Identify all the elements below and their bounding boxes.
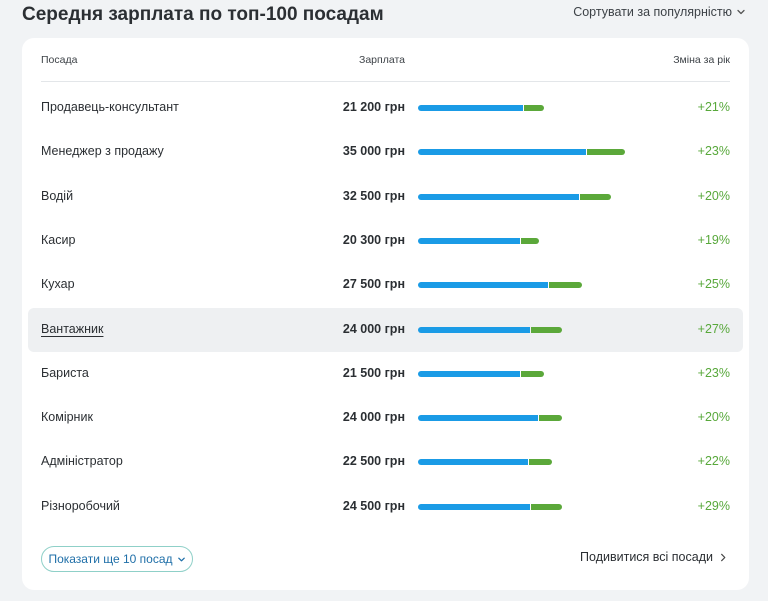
- salary-bar-base: [418, 237, 520, 244]
- view-all-label: Подивитися всі посади: [580, 550, 713, 564]
- table-row[interactable]: Адміністратор 22 500 грн +22%: [28, 440, 743, 484]
- chevron-right-icon: [721, 553, 726, 561]
- salary-value: 22 500 грн: [342, 454, 405, 469]
- position-name: Касир: [41, 232, 76, 247]
- salary-bar: [418, 237, 539, 244]
- salary-bar: [418, 370, 544, 377]
- salary-value: 32 500 грн: [342, 188, 405, 203]
- salary-bar-growth: [580, 193, 611, 200]
- salary-bar-base: [418, 415, 538, 422]
- salary-bar-base: [418, 503, 530, 510]
- salary-bar-growth: [529, 459, 552, 466]
- position-name: Продавець-консультант: [41, 100, 179, 114]
- salary-bar-base: [418, 193, 579, 200]
- salary-bar: [418, 326, 562, 333]
- table-row[interactable]: Бариста 21 500 грн +23%: [28, 352, 743, 396]
- salary-value: 21 200 грн: [342, 100, 405, 114]
- change-value: +19%: [697, 232, 730, 247]
- salary-bar-growth: [531, 326, 562, 333]
- show-more-label: Показати ще 10 посад: [48, 552, 173, 566]
- salary-bar-growth: [521, 370, 544, 377]
- position-name: Різноробочий: [41, 498, 120, 513]
- column-header-change: Зміна за рік: [673, 54, 730, 66]
- salary-value: 24 500 грн: [342, 498, 405, 513]
- position-name: Водій: [41, 188, 74, 203]
- position-name: Адміністратор: [41, 454, 123, 469]
- salary-bar: [418, 415, 562, 422]
- salary-bar-growth: [524, 105, 544, 111]
- salary-value: 27 500 грн: [342, 277, 405, 292]
- table-row[interactable]: Менеджер з продажу 35 000 грн +23%: [28, 130, 743, 174]
- table-row[interactable]: Різноробочий 24 500 грн +29%: [28, 485, 743, 529]
- salary-bar-base: [418, 282, 548, 289]
- table-row[interactable]: Продавець-консультант 21 200 грн +21%: [28, 86, 743, 130]
- salary-bar-base: [418, 459, 528, 466]
- table-row[interactable]: Касир 20 300 грн +19%: [28, 219, 743, 263]
- salary-bar: [418, 105, 544, 111]
- change-value: +23%: [697, 144, 730, 159]
- position-name: Менеджер з продажу: [41, 144, 164, 159]
- salary-value: 24 000 грн: [342, 321, 405, 336]
- table-row[interactable]: Вантажник 24 000 грн +27%: [28, 307, 743, 352]
- change-value: +20%: [697, 188, 730, 203]
- position-name[interactable]: Вантажник: [41, 321, 104, 336]
- sort-dropdown[interactable]: Сортувати за популярністю: [573, 5, 746, 19]
- salary-bar-growth: [521, 237, 539, 244]
- show-more-button[interactable]: Показати ще 10 посад: [41, 546, 193, 572]
- salary-bar-growth: [549, 282, 582, 289]
- position-name: Кухар: [41, 277, 75, 292]
- salary-bar-base: [418, 326, 530, 333]
- header: Середня зарплата по топ-100 посадам Сорт…: [0, 0, 768, 34]
- change-value: +20%: [697, 410, 730, 425]
- salary-value: 21 500 грн: [342, 365, 405, 380]
- chevron-down-icon: [737, 9, 745, 15]
- salary-bar: [418, 149, 625, 156]
- view-all-link[interactable]: Подивитися всі посади: [580, 550, 727, 564]
- column-header-salary: Зарплата: [359, 54, 405, 66]
- change-value: +23%: [697, 365, 730, 380]
- salary-card: Посада Зарплата Зміна за рік Продавець-к…: [22, 38, 749, 590]
- sort-label: Сортувати за популярністю: [573, 5, 732, 19]
- salary-bar-base: [418, 105, 523, 111]
- salary-value: 24 000 грн: [342, 410, 405, 425]
- salary-bar-base: [418, 149, 586, 156]
- salary-bar-growth: [539, 415, 562, 422]
- change-value: +27%: [697, 321, 730, 336]
- table-row[interactable]: Комірник 24 000 грн +20%: [28, 396, 743, 440]
- salary-bar: [418, 459, 552, 466]
- change-value: +22%: [697, 454, 730, 469]
- change-value: +25%: [697, 277, 730, 292]
- change-value: +29%: [697, 498, 730, 513]
- salary-bar: [418, 503, 562, 510]
- chevron-down-icon: [177, 557, 185, 561]
- salary-bar: [418, 193, 611, 200]
- change-value: +21%: [697, 100, 730, 114]
- position-name: Комірник: [41, 410, 93, 425]
- salary-bar: [418, 282, 582, 289]
- position-name: Бариста: [41, 365, 89, 380]
- salary-bar-growth: [531, 503, 562, 510]
- page-title: Середня зарплата по топ-100 посадам: [22, 4, 384, 25]
- column-header-position: Посада: [41, 54, 78, 66]
- table-row[interactable]: Водій 32 500 грн +20%: [28, 175, 743, 219]
- header-divider: [41, 81, 730, 82]
- salary-bar-base: [418, 370, 520, 377]
- table-row[interactable]: Кухар 27 500 грн +25%: [28, 263, 743, 307]
- salary-bar-growth: [587, 149, 625, 156]
- salary-value: 35 000 грн: [342, 144, 405, 159]
- salary-value: 20 300 грн: [342, 232, 405, 247]
